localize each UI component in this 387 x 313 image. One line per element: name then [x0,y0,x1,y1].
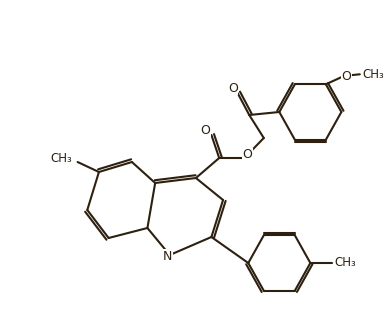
Text: O: O [201,124,211,136]
Text: CH₃: CH₃ [50,152,72,166]
Text: CH₃: CH₃ [363,68,384,81]
Text: O: O [341,70,351,83]
Text: O: O [242,148,252,162]
Text: CH₃: CH₃ [335,256,356,269]
Text: O: O [228,81,238,95]
Text: N: N [163,249,173,263]
